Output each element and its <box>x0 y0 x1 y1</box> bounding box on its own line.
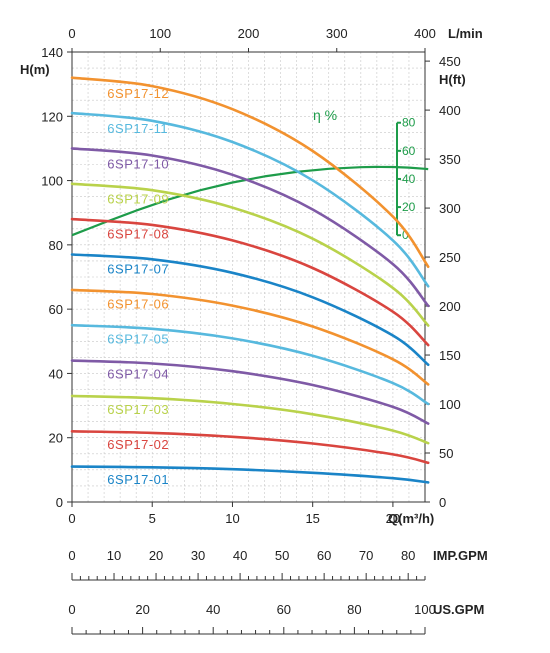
bottom-axis-label: IMP.GPM <box>433 548 488 563</box>
bottom-axis-tick-label: 30 <box>191 548 205 563</box>
series-line-6SP17-11 <box>70 111 430 288</box>
series-line-6SP17-08 <box>70 217 430 347</box>
y-tick-label: 20 <box>49 431 63 446</box>
y-tick-label: 80 <box>49 238 63 253</box>
efficiency-tick-label: 60 <box>402 144 416 158</box>
bottom-axis-tick-label: 70 <box>359 548 373 563</box>
top-tick-label: 200 <box>238 26 260 41</box>
series-label-6SP17-07: 6SP17-07 <box>107 261 169 276</box>
series-label-6SP17-01: 6SP17-01 <box>107 472 169 487</box>
right-tick-label: 50 <box>439 446 453 461</box>
right-tick-label: 400 <box>439 103 461 118</box>
bottom-axis-tick-label: 0 <box>68 548 75 563</box>
bottom-axis-tick-label: 0 <box>68 602 75 617</box>
x-tick-label: 20 <box>386 511 400 526</box>
series-label-6SP17-05: 6SP17-05 <box>107 332 169 347</box>
bottom-axis-tick-label: 60 <box>277 602 291 617</box>
y-tick-label: 140 <box>41 45 63 60</box>
bottom-axis-tick-label: 50 <box>275 548 289 563</box>
top-tick-label: 300 <box>326 26 348 41</box>
top-tick-label: 0 <box>68 26 75 41</box>
series-group <box>70 76 430 484</box>
efficiency-axis-label: η % <box>313 107 337 123</box>
series-line-6SP17-03 <box>70 394 430 445</box>
bottom-axis-tick-label: 40 <box>233 548 247 563</box>
top-axis-label: L/min <box>448 26 483 41</box>
series-line-6SP17-09 <box>70 182 430 327</box>
efficiency-tick-label: 20 <box>402 200 416 214</box>
series-line-6SP17-05 <box>70 323 430 406</box>
right-tick-label: 100 <box>439 397 461 412</box>
efficiency-tick-label: 40 <box>402 172 416 186</box>
x-tick-label: 15 <box>305 511 319 526</box>
series-label-6SP17-02: 6SP17-02 <box>107 437 169 452</box>
series-line-6SP17-01 <box>70 465 430 484</box>
series-line-6SP17-07 <box>70 253 430 367</box>
series-line-6SP17-10 <box>70 147 430 308</box>
x-axis-label: Q(m³/h) <box>388 511 434 526</box>
right-tick-label: 350 <box>439 152 461 167</box>
efficiency-tick-label: 0 <box>402 228 409 242</box>
series-label-6SP17-09: 6SP17-09 <box>107 191 169 206</box>
bottom-axis-tick-label: 40 <box>206 602 220 617</box>
bottom-axis-tick-label: 10 <box>107 548 121 563</box>
y-tick-label: 40 <box>49 366 63 381</box>
series-label-6SP17-06: 6SP17-06 <box>107 297 169 312</box>
series-label-6SP17-08: 6SP17-08 <box>107 226 169 241</box>
series-label-6SP17-03: 6SP17-03 <box>107 402 169 417</box>
series-label-6SP17-11: 6SP17-11 <box>107 121 168 136</box>
bottom-flow-axes: 0 10 20 30 40 50 60 70 80 IMP.GPM 0 20 40 60 80 100US.G… <box>68 548 488 635</box>
efficiency-tick-label: 80 <box>402 116 416 130</box>
series-labels: 6SP17-01 6SP17-02 6SP17-03 6SP17-04 6SP17-05… <box>107 86 169 487</box>
series-label-6SP17-12: 6SP17-12 <box>107 86 169 101</box>
series-label-6SP17-10: 6SP17-10 <box>107 156 169 171</box>
right-tick-label: 450 <box>439 54 461 69</box>
right-tick-label: 200 <box>439 299 461 314</box>
bottom-axis-tick-label: 80 <box>401 548 415 563</box>
bottom-axis-label: US.GPM <box>433 602 484 617</box>
x-tick-label: 5 <box>149 511 156 526</box>
y-axis-label: H(m) <box>20 62 50 77</box>
bottom-axis-tick-label: 60 <box>317 548 331 563</box>
right-tick-label: 150 <box>439 348 461 363</box>
bottom-axis-tick-label: 20 <box>149 548 163 563</box>
x-tick-label: 0 <box>68 511 75 526</box>
right-axis-label: H(ft) <box>439 72 466 87</box>
x-tick-label: 10 <box>225 511 239 526</box>
series-line-6SP17-04 <box>70 359 430 425</box>
right-tick-label: 0 <box>439 495 446 510</box>
series-line-6SP17-02 <box>70 430 430 465</box>
top-tick-label: 100 <box>149 26 171 41</box>
y-tick-label: 100 <box>41 174 63 189</box>
right-tick-label: 300 <box>439 201 461 216</box>
series-label-6SP17-04: 6SP17-04 <box>107 367 169 382</box>
y-tick-label: 60 <box>49 302 63 317</box>
bottom-axis-tick-label: 20 <box>135 602 149 617</box>
bottom-axis-tick-label: 100 <box>414 602 436 617</box>
bottom-axis-tick-label: 80 <box>347 602 361 617</box>
y-tick-label: 120 <box>41 109 63 124</box>
top-tick-label: 400 <box>414 26 436 41</box>
series-line-6SP17-06 <box>70 288 430 386</box>
y-tick-label: 0 <box>56 495 63 510</box>
right-tick-label: 250 <box>439 250 461 265</box>
series-line-6SP17-12 <box>70 76 430 268</box>
